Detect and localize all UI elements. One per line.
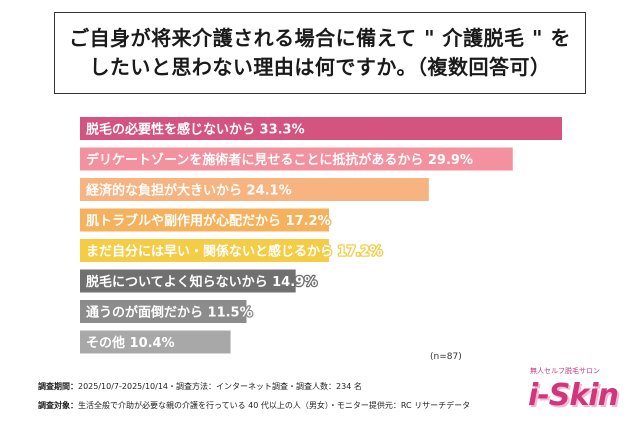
logo-tagline: 無人セルフ脱毛サロン [530, 367, 600, 375]
logo-brand-name: i-Skin [528, 378, 619, 413]
bar-label-2: デリケートゾーンを施術者に見せることに抵抗があるから 29.9% [86, 152, 473, 168]
bar-2 [80, 147, 513, 171]
chart-title-box: ご自身が将来介護される場合に備えて " 介護脱毛 " を したいと思わない理由は… [54, 12, 586, 94]
bar-6 [80, 269, 296, 293]
footer-survey-period: 調査期間：2025/10/7-2025/10/14・調査方法：インターネット調査… [38, 381, 362, 392]
bar-1 [80, 117, 562, 140]
brand-logo: 無人セルフ脱毛サロン i-Skin [520, 360, 620, 422]
chart-title: ご自身が将来介護される場合に備えて " 介護脱毛 " を したいと思わない理由は… [69, 24, 571, 82]
bar-label-7: 通うのが面倒だから 11.5% [86, 305, 253, 321]
bar-5 [80, 239, 329, 262]
footer-period-heading: 調査期間： [38, 382, 78, 391]
bar-label-4: 肌トラブルや副作用が心配だから 17.2% [86, 213, 331, 229]
bar-chart: 脱毛の必要性を感じないから 33.3% デリケートゾーンを施術者に見せることに抵抗… [80, 117, 562, 354]
footer-survey-target: 調査対象：生活全般で介助が必要な親の介護を行っている 40 代以上の人（男女）・… [38, 400, 470, 411]
bar-label-5: まだ自分には早い・関係ないと感じるから 17.2% [86, 244, 383, 260]
footer-period-text: 2025/10/7-2025/10/14・調査方法：インターネット調査・調査人数… [78, 382, 362, 391]
sample-size-label: (n=87) [430, 352, 462, 362]
bar-label-6: 脱毛についてよく知らないから 14.9% [86, 274, 317, 290]
bar-label-1: 脱毛の必要性を感じないから 33.3% [86, 122, 305, 138]
chart-title-line-1: ご自身が将来介護される場合に備えて " 介護脱毛 " を [69, 26, 571, 50]
chart-title-line-2: したいと思わない理由は何ですか。（複数回答可） [89, 55, 551, 79]
bar-3 [80, 178, 429, 201]
bar-8 [80, 330, 231, 354]
footer-target-text: 生活全般で介助が必要な親の介護を行っている 40 代以上の人（男女）・モニター提… [78, 401, 471, 410]
bar-label-3: 経済的な負担が大きいから 24.1% [86, 183, 292, 199]
bar-7 [80, 300, 247, 323]
bar-4 [80, 208, 329, 232]
bar-label-8: その他 10.4% [86, 335, 175, 351]
footer-target-heading: 調査対象： [38, 401, 78, 410]
